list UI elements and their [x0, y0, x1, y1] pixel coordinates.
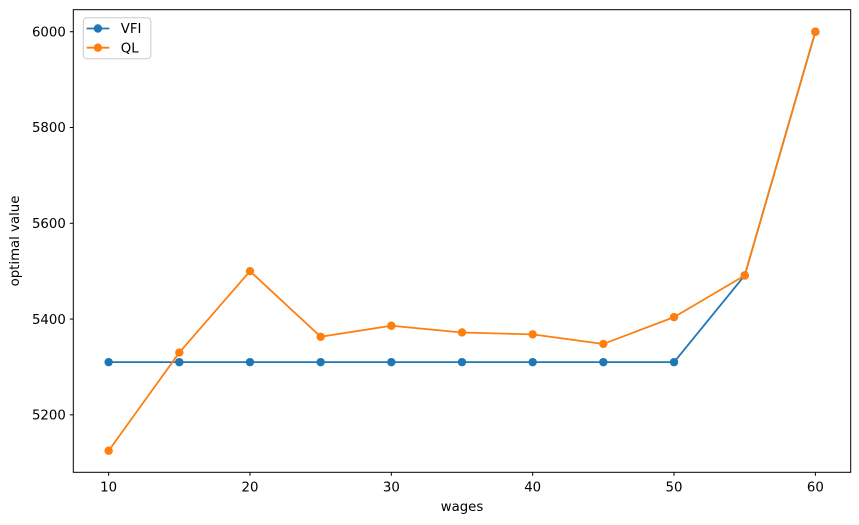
ql-marker [104, 446, 113, 455]
x-tick-label: 40 [524, 480, 541, 495]
vfi-marker [457, 357, 467, 367]
ql-marker [245, 266, 255, 276]
plot-border [72, 9, 852, 473]
y-tick-label: 5800 [32, 121, 66, 136]
ql-marker [740, 271, 749, 280]
y-tick-label: 6000 [32, 25, 66, 40]
ql-line [107, 31, 817, 452]
ql-marker [175, 348, 184, 357]
vfi-marker [599, 357, 608, 367]
x-tick-label: 60 [807, 480, 824, 495]
legend-label: VFI [121, 22, 142, 37]
x-tick-label: 20 [242, 480, 259, 495]
legend-label: QL [121, 41, 139, 56]
vfi-marker [528, 357, 537, 367]
ql-marker [599, 339, 608, 349]
vfi-marker [316, 357, 325, 367]
y-tick-label: 5600 [32, 217, 66, 232]
vfi-marker [175, 357, 184, 367]
legend-marker [93, 24, 103, 33]
y-tick-label: 5200 [32, 409, 66, 424]
ql-marker [811, 27, 820, 36]
vfi-marker [669, 357, 679, 367]
y-axis-label: optimal value [8, 196, 23, 287]
ql-marker [316, 332, 325, 341]
x-tick-label: 30 [383, 480, 400, 495]
ql-marker [669, 312, 679, 322]
vfi-marker [104, 357, 113, 367]
legend: VFI QL [82, 17, 152, 60]
y-tick-label: 5400 [32, 313, 66, 328]
ql-marker [387, 321, 396, 330]
vfi-marker [387, 357, 396, 367]
vfi-marker [245, 357, 255, 367]
ql-marker [528, 330, 537, 339]
x-tick-label: 10 [100, 480, 117, 495]
x-tick-label: 50 [666, 480, 683, 495]
ql-marker [457, 328, 467, 337]
x-axis-label: wages [441, 500, 484, 515]
legend-marker [93, 43, 103, 52]
